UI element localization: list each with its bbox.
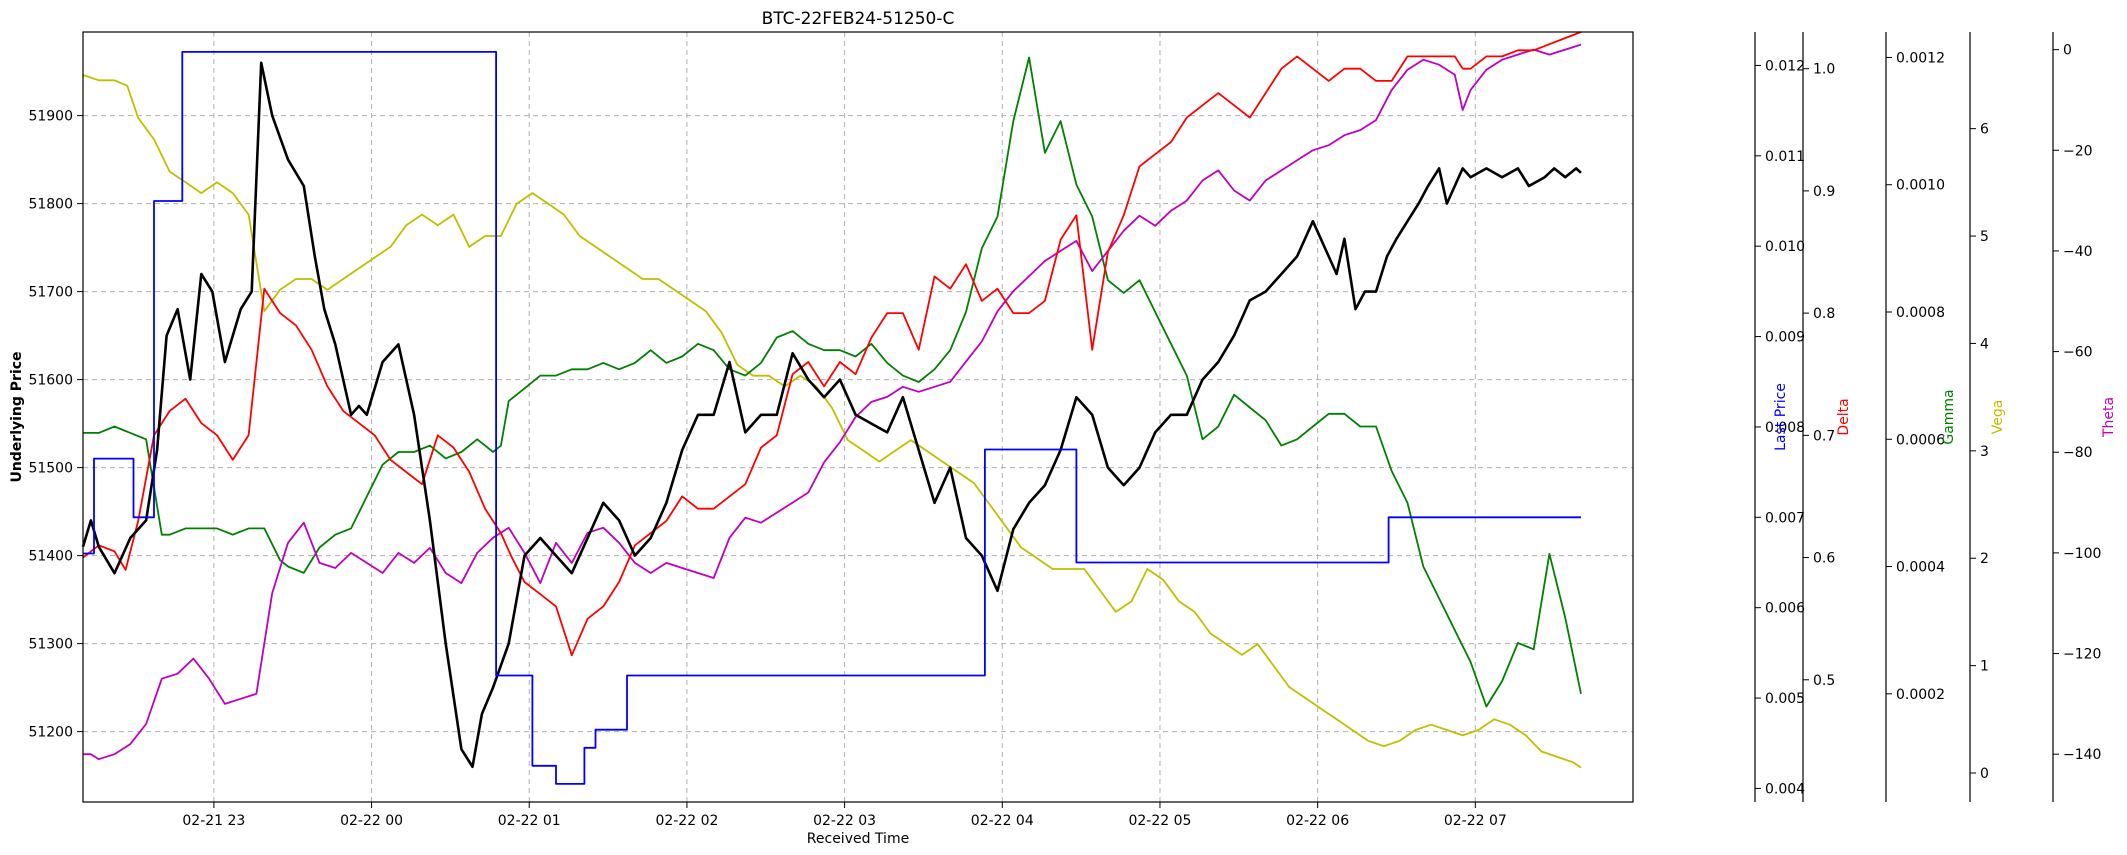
y-tick-label-delta: 0.8 bbox=[1813, 306, 1835, 322]
y-tick-label-theta: −40 bbox=[2063, 244, 2093, 260]
y-tick-label-vega: 4 bbox=[1980, 336, 1989, 352]
series-layer bbox=[81, 31, 1582, 785]
y-tick-label: 51500 bbox=[28, 461, 73, 477]
chart-title: BTC-22FEB24-51250-C bbox=[762, 9, 955, 29]
y-tick-label-theta: −120 bbox=[2063, 647, 2101, 663]
x-tick-label: 02-22 04 bbox=[971, 813, 1034, 829]
y-tick-label-last_price: 0.006 bbox=[1765, 601, 1805, 617]
axis-label-gamma: Gamma bbox=[1941, 389, 1957, 444]
y-tick-label: 51700 bbox=[28, 285, 73, 301]
y-tick-label-gamma: 0.0010 bbox=[1896, 178, 1945, 194]
y-axes: 5120051300514005150051600517005180051900… bbox=[28, 32, 2117, 802]
y-tick-label-gamma: 0.0008 bbox=[1896, 305, 1945, 321]
series-line-delta bbox=[82, 31, 1582, 657]
x-tick-label: 02-22 03 bbox=[813, 813, 876, 829]
y-tick-label: 51400 bbox=[28, 549, 73, 565]
y-tick-label-last_price: 0.007 bbox=[1765, 510, 1805, 526]
y-tick-label-gamma: 0.0002 bbox=[1896, 687, 1945, 703]
y-tick-label-vega: 2 bbox=[1980, 551, 1989, 567]
y-tick-label-theta: 0 bbox=[2063, 43, 2072, 59]
y-tick-label-last_price: 0.009 bbox=[1765, 330, 1805, 346]
y-tick-label-last_price: 0.008 bbox=[1765, 420, 1805, 436]
series-line-underlying bbox=[81, 61, 1582, 769]
y-tick-label-last_price: 0.004 bbox=[1765, 781, 1805, 797]
y-tick-label-delta: 0.7 bbox=[1813, 428, 1835, 444]
y-tick-label: 51300 bbox=[28, 637, 73, 653]
y-tick-label-vega: 5 bbox=[1980, 229, 1989, 245]
series-line-theta bbox=[83, 43, 1582, 761]
x-axis-label: Received Time bbox=[807, 831, 909, 847]
plot-frame bbox=[82, 31, 1634, 803]
x-tick-label: 02-22 07 bbox=[1444, 813, 1507, 829]
y-axis-label: Underlying Price bbox=[9, 351, 25, 482]
axis-label-vega: Vega bbox=[1990, 400, 2006, 435]
y-tick-label-vega: 1 bbox=[1980, 659, 1989, 675]
y-tick-label-last_price: 0.010 bbox=[1765, 239, 1805, 255]
x-tick-label: 02-22 06 bbox=[1286, 813, 1349, 829]
x-tick-label: 02-22 01 bbox=[498, 813, 561, 829]
y-tick-label: 51900 bbox=[28, 109, 73, 125]
y-tick-label: 51200 bbox=[28, 725, 73, 741]
y-tick-label-theta: −20 bbox=[2063, 143, 2093, 159]
x-tick-label: 02-21 23 bbox=[182, 813, 245, 829]
y-tick-label-delta: 0.9 bbox=[1813, 184, 1835, 200]
axis-label-delta: Delta bbox=[1836, 398, 1852, 435]
series-line-gamma bbox=[83, 56, 1582, 708]
y-tick-label-vega: 0 bbox=[1980, 766, 1989, 782]
series-line-vega bbox=[82, 74, 1582, 769]
y-tick-label: 51600 bbox=[28, 373, 73, 389]
y-tick-label-delta: 0.5 bbox=[1813, 673, 1835, 689]
y-tick-label-gamma: 0.0006 bbox=[1896, 432, 1945, 448]
x-axis: 02-21 23 02-22 00 02-22 01 02-22 02 02-22 03… bbox=[182, 802, 1507, 829]
y-tick-label-theta: −80 bbox=[2063, 445, 2093, 461]
y-tick-label-gamma: 0.0004 bbox=[1896, 560, 1945, 576]
x-tick-label: 02-22 02 bbox=[655, 813, 718, 829]
y-tick-label-last_price: 0.005 bbox=[1765, 691, 1805, 707]
x-tick-label: 02-22 05 bbox=[1128, 813, 1191, 829]
y-tick-label-vega: 3 bbox=[1980, 444, 1989, 460]
series-line-last_price bbox=[83, 51, 1581, 785]
y-tick-label-theta: −60 bbox=[2063, 345, 2093, 361]
x-tick-label: 02-22 00 bbox=[340, 813, 403, 829]
y-tick-label-last_price: 0.012 bbox=[1765, 58, 1805, 74]
axis-label-theta: Theta bbox=[2101, 397, 2117, 438]
y-tick-label: 51800 bbox=[28, 197, 73, 213]
y-tick-label-gamma: 0.0012 bbox=[1896, 50, 1945, 66]
y-tick-label-delta: 1.0 bbox=[1813, 62, 1835, 78]
y-tick-label-delta: 0.6 bbox=[1813, 551, 1835, 567]
y-tick-label-theta: −100 bbox=[2063, 546, 2101, 562]
y-tick-label-last_price: 0.011 bbox=[1765, 149, 1805, 165]
axis-label-last_price: Last Price bbox=[1773, 383, 1789, 451]
y-tick-label-vega: 6 bbox=[1980, 122, 1989, 138]
y-tick-label-theta: −140 bbox=[2063, 747, 2101, 763]
